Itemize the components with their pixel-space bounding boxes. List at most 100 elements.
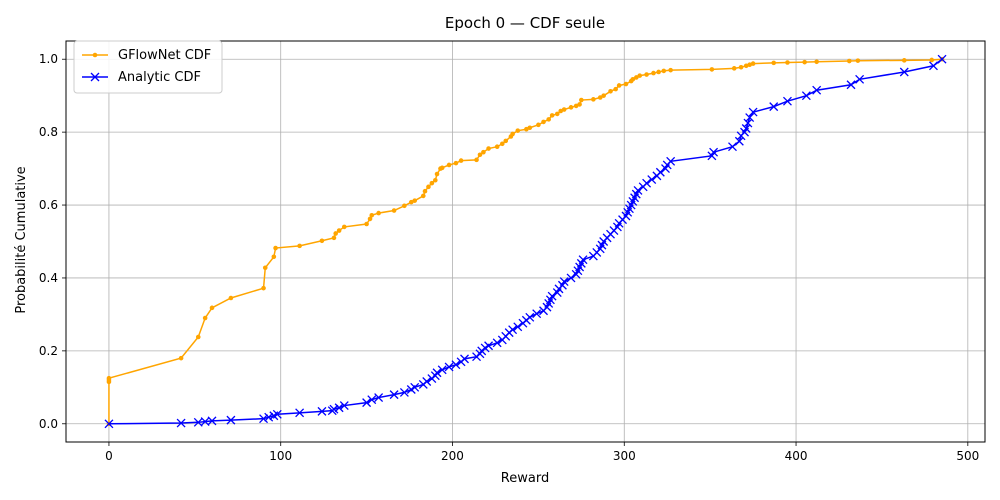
- legend-marker: [92, 52, 98, 58]
- data-point: [591, 97, 596, 102]
- data-point: [644, 72, 649, 77]
- data-point: [319, 238, 325, 244]
- data-point: [709, 147, 719, 157]
- data-point: [524, 126, 529, 132]
- data-point: [226, 415, 236, 425]
- data-point: [508, 325, 518, 335]
- x-tick-label: 500: [956, 449, 979, 463]
- data-point: [261, 285, 266, 291]
- series-gflownet-cdf: [106, 56, 945, 427]
- data-point: [846, 58, 852, 64]
- data-point: [929, 57, 935, 63]
- data-point: [901, 58, 907, 63]
- data-point: [750, 61, 756, 66]
- data-point: [399, 387, 409, 397]
- data-point: [295, 408, 305, 418]
- x-tick-label: 200: [441, 449, 464, 463]
- x-tick-label: 400: [785, 449, 808, 463]
- data-point: [566, 273, 576, 283]
- data-point: [527, 125, 533, 131]
- data-point: [899, 67, 909, 77]
- data-point: [734, 136, 744, 146]
- data-point: [367, 395, 377, 405]
- data-point: [568, 105, 574, 110]
- data-point: [273, 245, 278, 251]
- data-point: [633, 75, 639, 80]
- data-point: [814, 59, 819, 65]
- data-point: [802, 59, 807, 65]
- data-point: [532, 309, 542, 319]
- data-point: [709, 67, 715, 72]
- data-point: [446, 162, 452, 168]
- y-tick-label: 0.0: [39, 417, 58, 431]
- data-point: [666, 156, 676, 166]
- data-point: [376, 210, 381, 216]
- data-point: [453, 160, 459, 166]
- data-point: [339, 401, 349, 411]
- data-point: [364, 221, 369, 227]
- y-tick-label: 0.2: [39, 344, 58, 358]
- y-tick-label: 0.4: [39, 271, 58, 285]
- data-point: [741, 124, 751, 133]
- data-point: [369, 212, 375, 218]
- data-point: [771, 60, 777, 66]
- y-axis-label: Probabilité Cumulative: [14, 166, 29, 313]
- data-point: [782, 96, 792, 106]
- data-point: [444, 362, 454, 372]
- data-point: [661, 68, 667, 74]
- data-point: [207, 416, 217, 426]
- data-point: [812, 85, 822, 95]
- data-point: [647, 175, 657, 184]
- data-point: [264, 412, 274, 422]
- data-point: [668, 67, 673, 73]
- data-point: [597, 95, 603, 100]
- data-point: [458, 158, 464, 163]
- plot-frame: [65, 40, 986, 443]
- data-point: [329, 404, 339, 414]
- data-point: [228, 295, 234, 301]
- data-point: [655, 167, 665, 177]
- data-point: [410, 382, 420, 392]
- data-point: [633, 186, 643, 195]
- data-point: [785, 60, 790, 65]
- data-point: [362, 398, 372, 408]
- data-point: [549, 113, 555, 118]
- data-point: [374, 393, 384, 402]
- data-point: [637, 73, 643, 78]
- data-point: [559, 277, 569, 287]
- data-point: [389, 390, 399, 400]
- data-point: [579, 97, 584, 103]
- data-point: [515, 128, 521, 133]
- data-point: [613, 86, 618, 92]
- legend-box: [73, 40, 223, 94]
- legend-label: Analytic CDF: [118, 70, 201, 85]
- data-point: [937, 54, 947, 64]
- data-point: [630, 76, 636, 82]
- data-point: [536, 122, 541, 128]
- grid-lines: [66, 41, 985, 442]
- data-point: [481, 149, 486, 155]
- data-point: [272, 409, 282, 419]
- data-point: [731, 66, 737, 71]
- data-point: [422, 377, 432, 386]
- data-point: [104, 419, 114, 429]
- data-point: [176, 418, 186, 428]
- data-point: [558, 108, 564, 114]
- data-point: [748, 107, 758, 117]
- data-point: [477, 152, 483, 158]
- data-point: [333, 231, 338, 236]
- data-point: [429, 180, 435, 186]
- data-point: [367, 216, 373, 222]
- data-point: [434, 171, 440, 177]
- data-point: [492, 338, 502, 348]
- y-tick-label: 0.8: [39, 125, 58, 139]
- data-point: [494, 144, 500, 150]
- y-tick-label: 0.6: [39, 198, 58, 212]
- data-point: [341, 224, 347, 230]
- x-axis-label: Reward: [501, 471, 549, 486]
- data-point: [656, 69, 661, 75]
- data-point: [855, 74, 865, 84]
- data-point: [513, 322, 523, 332]
- data-point: [561, 107, 567, 112]
- data-point: [573, 103, 579, 109]
